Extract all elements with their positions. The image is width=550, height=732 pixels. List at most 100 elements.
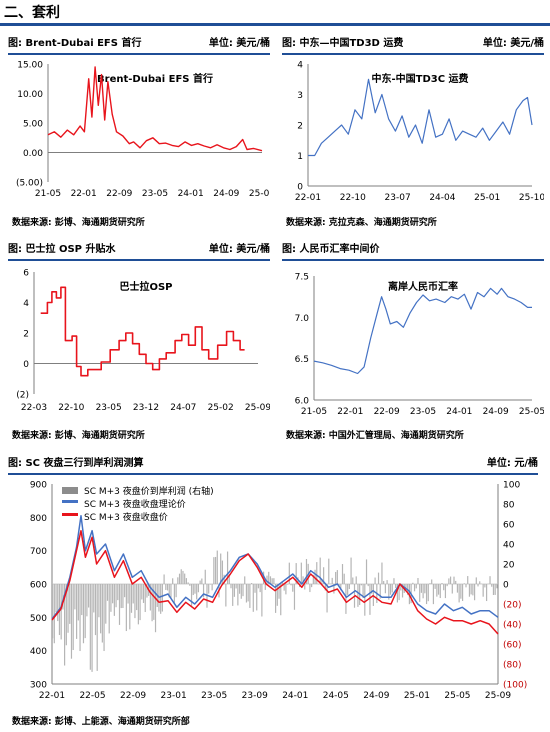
profit-bar: [96, 584, 98, 671]
profit-bar: [446, 584, 448, 587]
profit-bar: [190, 584, 193, 608]
profit-bar: [125, 584, 127, 632]
profit-bar: [101, 584, 103, 643]
panel-title: 图: 中东—中国TD3D 运费: [282, 38, 404, 49]
y2-tick-label: (80): [503, 661, 521, 671]
profit-bar: [221, 560, 224, 584]
chart-brent-dubai-efs: 15.00 10.00 5.00 0.00 (5.00)21-05 22-01 22-09 2…: [16, 61, 270, 200]
profit-bar: [240, 584, 242, 599]
x-tick-label: 22-10: [340, 193, 366, 203]
profit-bar: [326, 584, 328, 613]
y2-tick-label: (40): [503, 621, 521, 631]
profit-bar: [448, 578, 450, 584]
profit-bar: [444, 584, 447, 599]
header-rule: [8, 53, 270, 55]
x-tick-label: 25-05: [249, 189, 270, 199]
y-tick-label: 700: [30, 547, 47, 557]
profit-bar: [424, 584, 426, 594]
y2-tick-label: 80: [503, 501, 515, 511]
profit-bar: [305, 558, 308, 584]
x-tick-label: 25-01: [404, 691, 430, 701]
profit-bar: [65, 584, 67, 646]
profit-bar: [360, 584, 362, 586]
profit-bar: [211, 584, 213, 591]
profit-bar: [118, 584, 121, 625]
profit-bar: [254, 584, 256, 593]
profit-bar: [146, 584, 148, 598]
profit-bar: [425, 584, 428, 605]
legend-swatch: [62, 513, 78, 516]
profit-bar: [250, 583, 253, 584]
profit-bar: [242, 584, 244, 597]
profit-bar: [302, 576, 304, 584]
x-tick-label: 22-10: [58, 403, 84, 413]
x-tick-label: 22-05: [79, 691, 105, 701]
profit-bar: [449, 576, 452, 584]
panel-header: 图: Brent-Dubai EFS 首行 单位: 美元/桶: [8, 37, 270, 51]
profit-bar: [496, 584, 498, 589]
profit-bar: [437, 584, 440, 595]
profit-bar: [300, 562, 302, 584]
profit-bar: [343, 573, 345, 584]
profit-bar: [431, 579, 433, 584]
source-note: 数据来源: 克拉克森、海通期货研究所: [286, 218, 437, 228]
profit-bar: [391, 584, 393, 593]
x-tick-label: 23-09: [242, 691, 268, 701]
profit-bar: [249, 584, 251, 608]
legend-swatch: [62, 487, 78, 494]
profit-bar: [94, 584, 97, 636]
profit-bar: [245, 584, 248, 603]
profit-bar: [283, 584, 285, 591]
legend-swatch: [62, 500, 78, 503]
y-tick-label: 7.5: [295, 273, 309, 283]
profit-bar: [172, 578, 174, 584]
profit-bar: [52, 584, 54, 639]
legend-label: SC M+3 夜盘收盘价: [84, 511, 168, 523]
profit-bar: [419, 584, 421, 602]
profit-bar: [225, 584, 227, 607]
x-tick-label: 21-05: [35, 189, 61, 199]
profit-bar: [456, 584, 459, 593]
profit-bar: [290, 584, 292, 586]
x-tick-label: 22-01: [39, 691, 65, 701]
panel-unit: 单位: 美元/桶: [208, 38, 270, 49]
profit-bar: [228, 574, 230, 584]
y-tick-label: 6.5: [295, 355, 309, 365]
x-tick-label: 22-01: [295, 193, 321, 203]
profit-bar: [417, 577, 419, 584]
x-tick-label: 24-09: [483, 407, 509, 417]
profit-bar: [316, 562, 318, 584]
profit-bar: [350, 557, 352, 584]
source-note: 数据来源: 彭博、上能源、海通期货研究所部: [12, 717, 190, 727]
profit-bar: [288, 562, 290, 584]
profit-bar: [357, 584, 359, 607]
profit-bar: [84, 584, 86, 639]
profit-bar: [467, 576, 469, 584]
profit-bar: [472, 584, 474, 596]
y-tick-label: 10.00: [17, 90, 43, 100]
profit-bar: [256, 584, 258, 611]
y-tick-label: 600: [30, 581, 47, 591]
profit-bar: [124, 584, 126, 598]
profit-bar: [278, 584, 280, 599]
profit-bar: [165, 584, 167, 590]
y-tick-label: 2: [297, 122, 303, 132]
panel-title: 图: Brent-Dubai EFS 首行: [8, 38, 142, 49]
profit-bar: [465, 584, 467, 588]
profit-bar: [82, 584, 85, 644]
profit-bar: [345, 584, 347, 614]
x-tick-label: 23-05: [410, 407, 436, 417]
profit-bar: [113, 584, 115, 616]
profit-bar: [144, 584, 146, 613]
y-tick-label: 7.0: [295, 314, 310, 324]
profit-bar: [184, 573, 186, 584]
profit-bar: [427, 584, 429, 602]
y-tick-label: (5.00): [16, 179, 43, 189]
profit-bar: [287, 584, 289, 585]
profit-bar: [477, 584, 479, 587]
profit-bar: [55, 584, 57, 613]
profit-bar: [413, 584, 416, 592]
profit-bar: [237, 584, 239, 606]
y-tick-label: 4: [297, 61, 303, 71]
